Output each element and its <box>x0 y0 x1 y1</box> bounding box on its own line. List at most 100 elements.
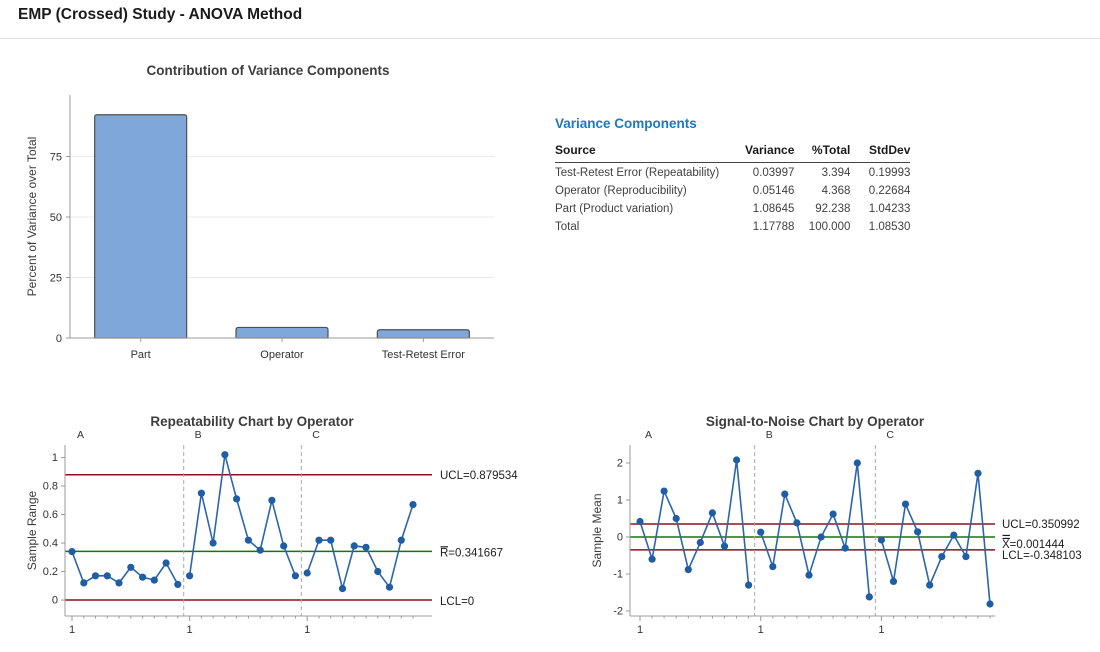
data-point <box>350 542 358 550</box>
chart-title: Repeatability Chart by Operator <box>150 414 354 429</box>
data-point <box>197 489 205 497</box>
x-tick-label: 1 <box>69 624 75 636</box>
data-point <box>291 572 299 580</box>
cell-source: Total <box>555 221 580 233</box>
data-point <box>80 579 88 587</box>
x-tick-label: 1 <box>304 624 310 636</box>
data-point <box>303 569 311 577</box>
category-label: Operator <box>260 349 304 361</box>
series-line-c <box>880 473 991 605</box>
signal-to-noise-chart: Signal-to-Noise Chart by Operator A B C -2 -1… <box>590 414 1082 636</box>
data-point <box>315 536 323 544</box>
variance-components-section: Variance Components Source Variance %Tot… <box>555 116 915 235</box>
x-tick-label: 1 <box>878 624 884 636</box>
data-point <box>684 566 692 574</box>
y-tick-label: 0 <box>52 595 58 607</box>
data-point <box>233 495 241 503</box>
variance-components-table: Source Variance %Total StdDev Test-Retes… <box>555 141 911 235</box>
operator-label: C <box>312 429 320 441</box>
table-row: Part (Product variation) 1.08645 92.238 … <box>555 199 910 217</box>
data-point <box>733 456 741 464</box>
operator-label: B <box>766 429 773 441</box>
y-tick-label: 0.8 <box>43 481 58 493</box>
y-tick-label: 1 <box>52 452 58 464</box>
series-line-a <box>639 459 750 586</box>
limit-label-center: X=0.001444 <box>1002 539 1065 551</box>
y-tick-label: 0.4 <box>43 538 58 550</box>
y-axis-label: Sample Mean <box>590 493 604 567</box>
category-label: Part <box>131 349 151 361</box>
series-line-b <box>188 454 297 577</box>
data-point <box>209 539 217 547</box>
data-point <box>268 496 276 504</box>
limit-label-ucl: UCL=0.350992 <box>1002 519 1080 531</box>
table-row: Operator (Reproducibility) 0.05146 4.368… <box>555 181 910 199</box>
table-row: Total 1.17788 100.000 1.08530 <box>555 217 910 235</box>
data-point <box>829 510 837 518</box>
limit-label-lcl: LCL=-0.348103 <box>1002 550 1082 562</box>
data-point <box>781 490 789 498</box>
data-point <box>221 451 229 459</box>
data-point <box>962 553 970 561</box>
col-header-pct-total: %Total <box>794 141 851 163</box>
data-point <box>385 583 394 591</box>
series-line-a <box>71 551 179 585</box>
repeatability-chart: Repeatability Chart by Operator A B C 0 0.2 0.… <box>25 414 518 636</box>
data-point <box>244 536 252 544</box>
data-point <box>817 533 825 541</box>
data-point <box>865 593 873 601</box>
y-axis-label: Percent of Variance over Total <box>25 137 39 297</box>
y-tick-label: 75 <box>50 151 62 163</box>
data-point <box>362 543 370 551</box>
data-point <box>660 487 668 495</box>
data-point <box>103 572 111 580</box>
y-tick-label: 2 <box>617 457 623 469</box>
data-point <box>115 579 123 587</box>
contribution-of-variance-chart: Contribution of Variance Components 0 25 50… <box>25 63 494 361</box>
chart-title: Signal-to-Noise Chart by Operator <box>706 414 925 429</box>
data-point <box>672 514 680 523</box>
data-point <box>186 572 194 580</box>
data-point <box>914 528 922 536</box>
operator-label: A <box>77 429 84 441</box>
cell-pct-total: 3.394 <box>821 167 851 179</box>
data-point <box>139 573 147 581</box>
table-row: Test-Retest Error (Repeatability) 0.0399… <box>555 163 910 182</box>
col-header-stddev: StdDev <box>850 141 911 163</box>
y-tick-label: 0 <box>617 531 623 543</box>
operator-label: C <box>886 429 894 441</box>
cell-source: Operator (Reproducibility) <box>555 185 687 197</box>
limit-label-center: R=0.341667 <box>440 547 503 559</box>
operator-label: B <box>195 429 202 441</box>
y-tick-label: 0 <box>56 333 62 345</box>
x-tick-label: 1 <box>637 624 643 636</box>
y-axis-label: Sample Range <box>25 490 39 570</box>
title-divider <box>0 38 1100 39</box>
y-tick-label: 0.2 <box>43 566 58 578</box>
cell-variance: 0.05146 <box>752 185 795 197</box>
category-label: Test-Retest Error <box>382 349 465 361</box>
data-point <box>397 536 405 544</box>
y-tick-label: 0.6 <box>43 509 58 521</box>
data-point <box>327 536 335 544</box>
series-line-b <box>759 462 871 597</box>
data-point <box>769 563 777 571</box>
data-point <box>409 501 417 509</box>
data-point <box>162 559 170 567</box>
y-tick-label: 25 <box>50 272 62 284</box>
data-point <box>150 576 158 584</box>
cell-pct-total: 4.368 <box>821 185 851 197</box>
data-point <box>853 459 861 467</box>
variance-components-heading: Variance Components <box>555 116 697 131</box>
col-header-variance: Variance <box>731 141 795 163</box>
data-point <box>901 500 910 508</box>
data-point <box>174 580 182 588</box>
table-header-row: Source Variance %Total StdDev <box>555 141 911 163</box>
bar-part <box>94 114 188 339</box>
x-tick-label: 1 <box>187 624 193 636</box>
data-point <box>338 585 347 593</box>
data-point <box>280 542 288 550</box>
operator-label: A <box>645 429 652 441</box>
data-point <box>974 469 982 477</box>
